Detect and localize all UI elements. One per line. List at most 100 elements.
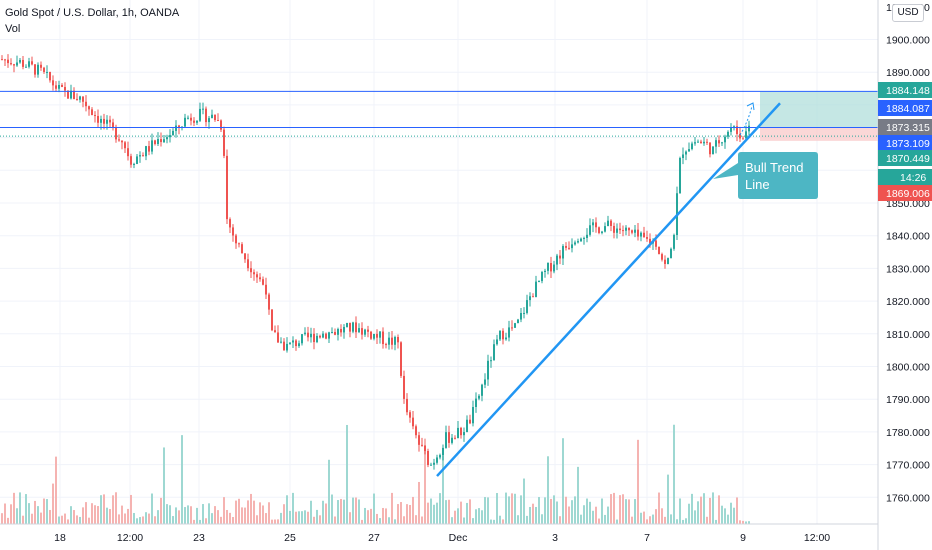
volume-label[interactable]: Vol	[5, 23, 21, 35]
candle-body	[616, 228, 618, 233]
volume-bar	[373, 493, 375, 524]
volume-bar	[4, 503, 6, 524]
volume-bar	[151, 493, 153, 524]
volume-bar	[739, 520, 741, 524]
y-tick-label: 1900.000	[886, 35, 930, 47]
volume-bar	[31, 513, 33, 524]
volume-bar	[673, 424, 675, 524]
candle-body	[118, 139, 120, 141]
candle-body	[73, 90, 75, 99]
volume-bar	[343, 499, 345, 524]
price-tag-last: 1873.315	[886, 122, 930, 134]
volume-bar	[637, 439, 639, 524]
candle-body	[595, 222, 597, 228]
candle-body	[340, 328, 342, 333]
candle-body	[499, 330, 501, 340]
candle-body	[682, 154, 684, 158]
candle-body	[748, 125, 750, 132]
volume-bar	[463, 517, 465, 524]
symbol-title[interactable]: Gold Spot / U.S. Dollar, 1h, OANDA	[5, 7, 180, 19]
volume-bar	[628, 499, 630, 524]
candle-body	[310, 333, 312, 338]
candle-body	[94, 115, 96, 117]
candle-body	[655, 240, 657, 247]
volume-bar	[472, 518, 474, 524]
candle-body	[325, 333, 327, 339]
candle-body	[583, 237, 585, 239]
volume-bar	[73, 510, 75, 524]
candle-body	[577, 241, 579, 243]
volume-bar	[340, 498, 342, 524]
volume-bar	[361, 519, 363, 524]
currency-button[interactable]: USD	[892, 4, 924, 22]
candle-body	[646, 237, 648, 239]
volume-bar	[25, 494, 27, 524]
candle-body	[601, 231, 603, 233]
candle-body	[67, 90, 69, 99]
price-tag-bg	[878, 100, 932, 116]
trendline-callout[interactable]: Bull Trend Line	[713, 152, 818, 199]
volume-bar	[178, 510, 180, 524]
volume-bar	[316, 509, 318, 524]
candle-body	[589, 225, 591, 235]
volume-bar	[160, 497, 162, 524]
volume-bar	[385, 508, 387, 524]
volume-bar	[508, 496, 510, 524]
candle-body	[730, 127, 732, 132]
volume-bar	[466, 502, 468, 524]
price-tag-bg	[878, 185, 932, 201]
volume-bar	[706, 516, 708, 524]
volume-bar	[535, 506, 537, 524]
volume-bar	[274, 519, 276, 524]
candle-body	[688, 149, 690, 152]
candle-body	[562, 246, 564, 259]
y-tick-label: 1890.000	[886, 67, 930, 79]
candle-body	[307, 332, 309, 338]
price-tag-bg	[878, 135, 932, 151]
volume-bar	[58, 516, 60, 524]
candle-body	[637, 229, 639, 237]
volume-bar	[505, 492, 507, 524]
volume-bar	[481, 510, 483, 524]
stop-loss-zone	[760, 127, 878, 141]
volume-bar	[49, 509, 51, 524]
volume-bar	[241, 507, 243, 524]
candle-body	[394, 336, 396, 345]
candle-body	[679, 157, 681, 194]
candle-body	[238, 243, 240, 245]
volume-bar	[133, 512, 135, 524]
volume-bar	[190, 506, 192, 524]
candle-body	[382, 331, 384, 345]
candle-body	[736, 126, 738, 135]
x-axis[interactable]: 18 12:00 23 25 27 Dec 3 7 9 12:00	[0, 523, 878, 550]
volume-bar	[253, 500, 255, 524]
volume-bar	[262, 505, 264, 524]
candle-body	[571, 244, 573, 249]
volume-bar	[352, 497, 354, 524]
volume-bar	[94, 505, 96, 524]
candle-body	[169, 135, 171, 138]
candle-body	[199, 108, 201, 121]
candle-body	[328, 332, 330, 339]
volume-bar	[247, 500, 249, 524]
volume-bar	[22, 515, 24, 524]
volume-bar	[121, 505, 123, 524]
volume-bar	[607, 506, 609, 524]
candle-body	[448, 432, 450, 443]
x-tick-label: 23	[193, 532, 205, 544]
candle-body	[430, 464, 432, 466]
volume-bar	[427, 502, 429, 524]
x-tick-label: 25	[284, 532, 296, 544]
volume-bar	[592, 510, 594, 524]
volume-bar	[34, 500, 36, 524]
candle-body	[532, 296, 534, 298]
volume-bar	[202, 504, 204, 524]
volume-bar	[658, 492, 660, 524]
volume-bar	[697, 501, 699, 524]
volume-bar	[358, 499, 360, 524]
volume-bar	[157, 510, 159, 524]
volume-bar	[490, 519, 492, 524]
volume-bar	[16, 508, 18, 524]
candle-body	[175, 125, 177, 131]
candle-body	[523, 312, 525, 314]
